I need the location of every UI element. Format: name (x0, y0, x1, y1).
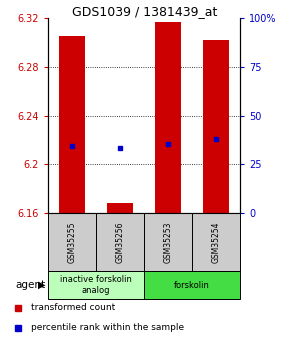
Bar (48, 213, 96, 271)
Text: forskolin: forskolin (174, 280, 210, 289)
Bar (155, 22, 181, 213)
Text: transformed count: transformed count (31, 304, 115, 313)
Text: agent: agent (15, 280, 45, 290)
Text: ▶: ▶ (38, 280, 46, 290)
Bar (107, 203, 133, 213)
Text: GSM35255: GSM35255 (68, 221, 77, 263)
Bar (144, 213, 192, 271)
Bar (96, 213, 144, 271)
Text: GSM35256: GSM35256 (115, 221, 124, 263)
Text: inactive forskolin
analog: inactive forskolin analog (60, 275, 132, 295)
Text: GSM35253: GSM35253 (164, 221, 173, 263)
Bar (48, 271, 144, 299)
Bar (192, 213, 240, 271)
Bar (144, 271, 240, 299)
Bar (59, 36, 85, 213)
Text: GDS1039 / 1381439_at: GDS1039 / 1381439_at (72, 6, 218, 19)
Text: percentile rank within the sample: percentile rank within the sample (31, 324, 184, 333)
Bar (203, 40, 229, 213)
Text: GSM35254: GSM35254 (211, 221, 220, 263)
